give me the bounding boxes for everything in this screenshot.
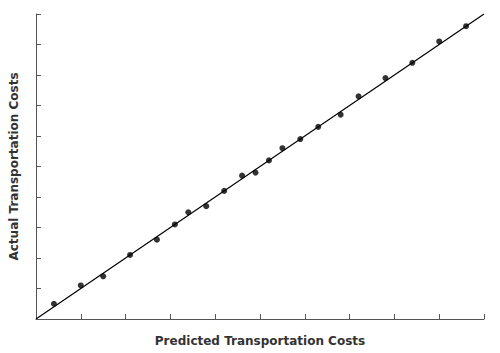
- svg-text:Predicted Transportation Costs: Predicted Transportation Costs: [155, 334, 365, 348]
- svg-text:Actual Transportation Costs: Actual Transportation Costs: [7, 72, 21, 260]
